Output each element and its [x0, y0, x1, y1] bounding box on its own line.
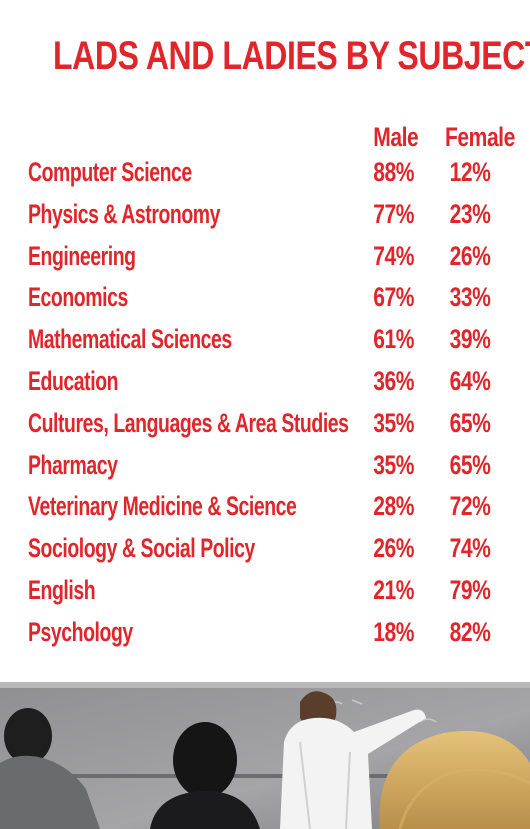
female-percent: 65% — [449, 407, 491, 438]
chart-title: LADS AND LADIES BY SUBJECT — [53, 34, 530, 78]
teacher-figure — [280, 691, 426, 829]
female-percent: 74% — [449, 533, 491, 564]
subject-label: Psychology — [28, 616, 133, 647]
table-row: Engineering 74% 26% — [0, 236, 530, 276]
subject-label: Physics & Astronomy — [28, 198, 221, 229]
subject-label: Computer Science — [28, 157, 192, 187]
column-header-male: Male — [373, 122, 419, 152]
male-percent: 26% — [373, 533, 415, 564]
table-row: Pharmacy 35% 65% — [0, 445, 530, 485]
subject-label: English — [28, 575, 96, 605]
female-percent: 79% — [449, 575, 491, 605]
male-percent: 21% — [373, 575, 415, 605]
student-middle — [150, 722, 260, 829]
male-percent: 67% — [373, 282, 415, 313]
subject-label: Engineering — [28, 240, 136, 271]
female-percent: 26% — [449, 240, 491, 271]
female-percent: 39% — [449, 324, 491, 355]
male-percent: 36% — [373, 366, 415, 396]
male-percent: 88% — [373, 157, 415, 187]
table-row: English 21% 79% — [0, 570, 530, 610]
column-header-female: Female — [445, 122, 515, 152]
female-percent: 65% — [449, 449, 491, 480]
table-row: Mathematical Sciences 61% 39% — [0, 319, 530, 359]
male-percent: 77% — [373, 198, 415, 229]
student-right — [379, 731, 530, 829]
table-row: Physics & Astronomy 77% 23% — [0, 194, 530, 234]
classroom-photo — [0, 682, 530, 829]
table-row: Psychology 18% 82% — [0, 612, 530, 652]
table-row: Sociology & Social Policy 26% 74% — [0, 528, 530, 568]
female-percent: 72% — [449, 491, 491, 522]
male-percent: 61% — [373, 324, 415, 355]
subject-label: Mathematical Sciences — [28, 324, 232, 355]
subject-label: Education — [28, 366, 119, 396]
subject-label: Cultures, Languages & Area Studies — [28, 407, 349, 438]
female-percent: 82% — [449, 616, 491, 647]
female-percent: 12% — [449, 157, 491, 187]
male-percent: 74% — [373, 240, 415, 271]
table-header: Male Female — [0, 117, 530, 157]
subject-label: Economics — [28, 282, 128, 313]
table-row: Education 36% 64% — [0, 361, 530, 401]
female-percent: 23% — [449, 198, 491, 229]
male-percent: 18% — [373, 616, 415, 647]
male-percent: 35% — [373, 407, 415, 438]
female-percent: 33% — [449, 282, 491, 313]
table-row: Cultures, Languages & Area Studies 35% 65% — [0, 403, 530, 443]
classroom-illustration — [0, 682, 530, 829]
subject-label: Sociology & Social Policy — [28, 533, 255, 564]
subject-label: Veterinary Medicine & Science — [28, 491, 297, 522]
table-row: Computer Science 88% 12% — [0, 152, 530, 192]
table-row: Veterinary Medicine & Science 28% 72% — [0, 486, 530, 526]
student-left — [0, 708, 100, 829]
male-percent: 28% — [373, 491, 415, 522]
subject-label: Pharmacy — [28, 449, 118, 480]
table-row: Economics 67% 33% — [0, 277, 530, 317]
male-percent: 35% — [373, 449, 415, 480]
female-percent: 64% — [449, 366, 491, 396]
